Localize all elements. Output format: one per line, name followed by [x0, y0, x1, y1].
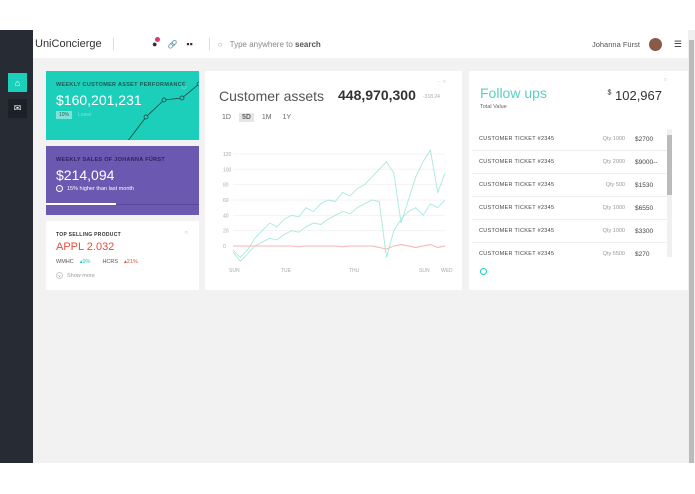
sales-note: 15% higher than last month — [67, 185, 134, 192]
ticket-amount: $6550 — [635, 204, 654, 212]
ticket-amount: $270 — [635, 250, 650, 257]
add-circle-icon[interactable] — [480, 268, 487, 275]
progress-bar — [46, 203, 117, 205]
ticket-name: CUSTOMER TICKET #2345 — [479, 228, 555, 234]
assets-value: 448,970,300 — [338, 87, 416, 103]
settings-icon[interactable]: ○ — [184, 230, 188, 236]
ticket-row[interactable]: CUSTOMER TICKET #2345 Qty 1000 $2700 — [472, 128, 669, 151]
chevron-down-icon: v — [56, 272, 63, 279]
ticket-name: CUSTOMER TICKET #2345 — [479, 136, 555, 142]
ticket-row[interactable]: CUSTOMER TICKET #2345 Qty 5500 $270 — [472, 243, 669, 257]
x-tick-label: SUN — [419, 268, 430, 274]
y-tick-label: 100 — [223, 167, 232, 173]
grid-icon[interactable]: ▪▪ — [186, 39, 193, 49]
product-value: APPL 2.032 — [56, 241, 115, 253]
ticket-row[interactable]: CUSTOMER TICKET #2345 Qty 1000 $3300 — [472, 220, 669, 243]
change: 21% — [126, 259, 138, 265]
ticket-row[interactable]: CUSTOMER TICKET #2345 Qty 1000 $6550 — [472, 197, 669, 220]
ticker: HCRS — [102, 259, 119, 265]
y-tick-label: 60 — [223, 198, 229, 204]
x-tick-label: TUE — [281, 268, 292, 274]
card-title[interactable]: WEEKLY CUSTOMER ASSET PERFORMANCE — [56, 82, 186, 88]
card-title[interactable]: TOP SELLING PRODUCT — [56, 232, 121, 238]
settings-icon[interactable]: ○ — [663, 77, 667, 83]
ticket-name: CUSTOMER TICKET #2345 — [479, 182, 555, 188]
series-line-0 — [232, 148, 446, 259]
x-tick-label: WED — [441, 268, 453, 274]
series-line-1 — [232, 199, 446, 262]
list-scrollbar[interactable] — [667, 129, 672, 257]
globe-icon[interactable]: ● — [152, 37, 161, 49]
x-tick-label: THU — [349, 268, 360, 274]
search-icon: ○ — [217, 39, 223, 49]
ticket-name: CUSTOMER TICKET #2345 — [479, 159, 555, 165]
show-more-button[interactable]: v Show more — [56, 272, 95, 279]
ticker: WMHC — [56, 259, 74, 265]
ticket-amount: $3300 — [635, 227, 654, 235]
app-title: UniConcierge — [35, 38, 102, 50]
card-title: Customer assets — [219, 88, 325, 104]
change: 9% — [82, 259, 91, 265]
card-title: Follow ups — [480, 85, 547, 101]
sidebar-item-mail[interactable]: ✉ — [8, 99, 27, 118]
range-tab-5D[interactable]: 5D — [238, 113, 254, 122]
asset-performance-card[interactable]: WEEKLY CUSTOMER ASSET PERFORMANCE $160,2… — [46, 71, 199, 140]
x-tick-label: SUN — [229, 268, 240, 274]
ticket-qty: Qty 2000 — [602, 159, 625, 165]
y-tick-label: 20 — [223, 229, 229, 235]
series-line-2 — [233, 244, 446, 250]
mini-chart — [128, 81, 199, 140]
search-input[interactable]: Type anywhere to search — [229, 39, 321, 49]
customer-assets-card: Customer assets 448,970,300 -318.24 ·· ○… — [205, 71, 462, 290]
y-tick-label: 80 — [223, 183, 229, 189]
y-tick-label: 0 — [223, 244, 226, 250]
top-selling-card: TOP SELLING PRODUCT ○ APPL 2.032 WMHC ▴9%… — [46, 221, 199, 290]
badge: 10% — [56, 111, 73, 119]
y-tick-label: 40 — [223, 213, 229, 219]
more-icon[interactable]: ·· ○ — [437, 79, 447, 85]
ticket-qty: Qty 1000 — [602, 205, 625, 211]
mail-icon: ✉ — [13, 103, 22, 113]
avatar[interactable] — [648, 37, 662, 51]
card-title[interactable]: WEEKLY SALES OF JOHANNA FÜRST — [56, 157, 166, 163]
ticket-amount: $1530 — [635, 181, 654, 189]
followups-total: $ 102,967 — [607, 88, 662, 103]
ticket-name: CUSTOMER TICKET #2345 — [479, 205, 555, 211]
top-bar: UniConcierge ● 🔗 ▪▪ ○ Type anywhere to s… — [33, 30, 688, 58]
card-value: $214,094 — [56, 167, 115, 183]
ticket-name: CUSTOMER TICKET #2345 — [479, 251, 555, 256]
link-icon[interactable]: 🔗 — [167, 39, 178, 49]
add-list-icon[interactable]: ☰ — [673, 38, 682, 49]
badge-text: Lower — [78, 112, 92, 118]
ticket-row[interactable]: CUSTOMER TICKET #2345 Qty 2000 $9000-- — [472, 151, 669, 174]
y-tick-label: 120 — [223, 152, 232, 158]
sidebar: ⌂ ✉ — [0, 30, 33, 463]
page-scrollbar[interactable] — [688, 30, 695, 463]
card-subtitle: Total Value — [480, 104, 507, 110]
sidebar-item-home[interactable]: ⌂ — [8, 73, 27, 92]
ticket-qty: Qty 1000 — [602, 136, 625, 142]
ticket-amount: $2700 — [635, 135, 654, 143]
range-tab-1Y[interactable]: 1Y — [282, 114, 292, 121]
ticket-list: CUSTOMER TICKET #2345 Qty 1000 $2700 CUSTOM… — [472, 128, 669, 256]
ticket-qty: Qty 1000 — [602, 228, 625, 234]
range-tab-1D[interactable]: 1D — [222, 114, 231, 121]
ticket-amount: $9000-- — [635, 158, 658, 166]
ticket-qty: Qty 5500 — [602, 251, 625, 256]
user-name[interactable]: Johanna Fürst — [591, 39, 640, 49]
home-icon: ⌂ — [14, 77, 21, 88]
ticket-row[interactable]: CUSTOMER TICKET #2345 Qty 500 $1530 — [472, 174, 669, 197]
followups-card: ○ Follow ups Total Value $ 102,967 CUSTO… — [469, 71, 688, 290]
ticket-qty: Qty 500 — [605, 182, 625, 188]
card-value: $160,201,231 — [56, 92, 142, 108]
assets-change: -318.24 — [423, 94, 440, 100]
range-tab-1M[interactable]: 1M — [261, 114, 272, 121]
sales-card[interactable]: WEEKLY SALES OF JOHANNA FÜRST $214,094 ^… — [46, 146, 199, 215]
arrow-up-circle-icon: ^ — [56, 185, 63, 192]
line-chart: 0 20 40 60 80 100 120 SUN TUE THU SUN WED — [223, 148, 453, 274]
